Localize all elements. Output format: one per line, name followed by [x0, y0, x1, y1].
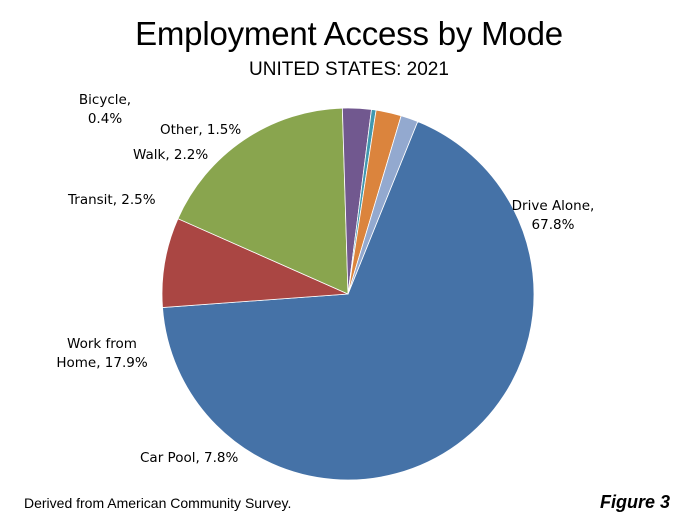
label-transit-line-1: Transit, 2.5%: [67, 192, 156, 208]
pie-slices: [161, 107, 535, 481]
slice-other: [347, 115, 419, 295]
figure-label: Figure 3: [600, 492, 671, 512]
label-walk-line-1: Walk, 2.2%: [133, 147, 208, 163]
slice-drive-alone: [162, 121, 535, 481]
chart-title: Employment Access by Mode: [135, 15, 563, 52]
slice-work-from-home: [177, 107, 349, 295]
pie-labels: Drive Alone, 67.8% Car Pool, 7.8% Work from…: [56, 92, 594, 466]
label-bicycle-line-2: 0.4%: [88, 111, 122, 127]
source-note: Derived from American Community Survey.: [24, 495, 292, 511]
slice-car-pool: [161, 218, 349, 308]
label-drive-alone-line-2: 67.8%: [532, 217, 575, 233]
label-bicycle-line-1: Bicycle,: [79, 92, 131, 108]
label-work-from-home-line-1: Work from: [67, 336, 137, 352]
label-drive-alone-line-1: Drive Alone,: [512, 198, 595, 214]
chart-subtitle: UNITED STATES: 2021: [249, 59, 449, 80]
label-work-from-home-line-2: Home, 17.9%: [56, 355, 148, 371]
label-car-pool-line-1: Car Pool, 7.8%: [140, 450, 239, 466]
label-other-line-1: Other, 1.5%: [160, 122, 241, 138]
